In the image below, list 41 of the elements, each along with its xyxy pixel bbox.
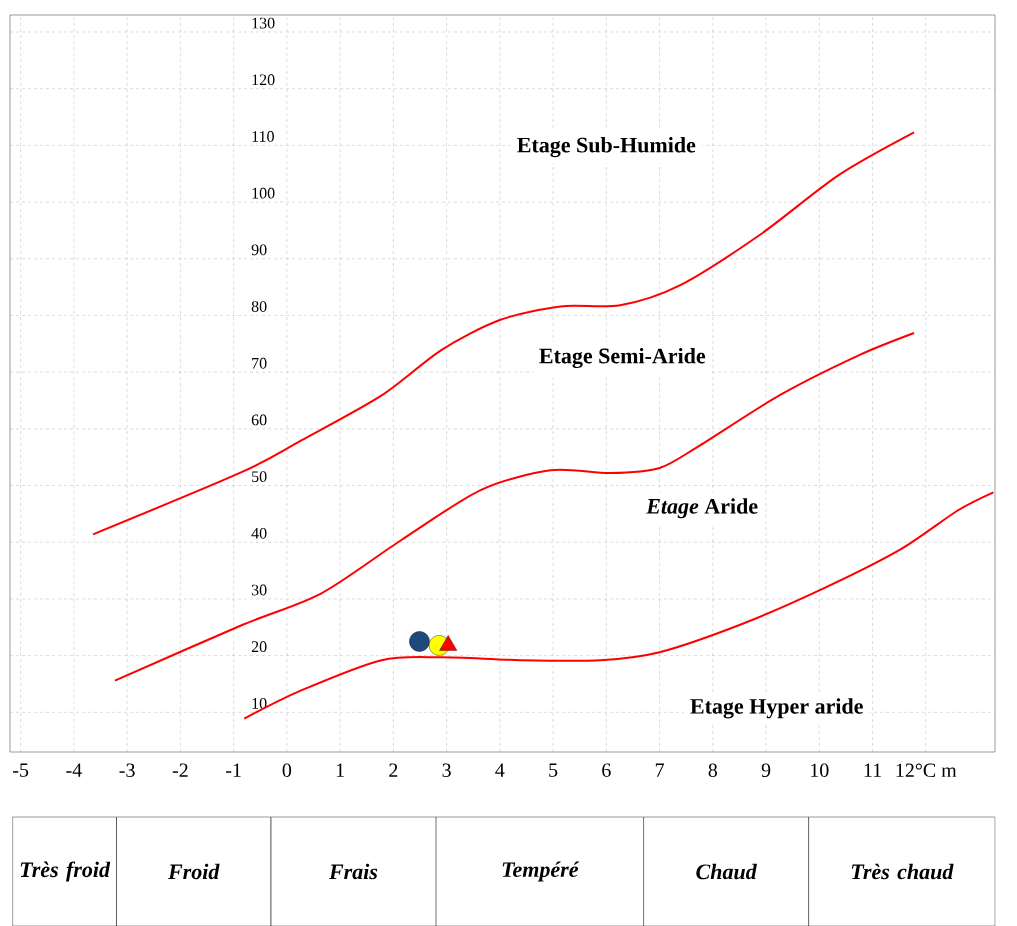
y-tick-label: 100: [252, 187, 275, 199]
text: Froid: [168, 863, 220, 880]
y-tick-label: 10: [252, 697, 267, 709]
x-tick-label: -5: [13, 763, 29, 777]
x-tick-label: -3: [119, 763, 135, 777]
y-tick-label: 130: [252, 17, 275, 29]
annotation: Etage Aride: [646, 498, 758, 519]
x-tick-label: 0: [282, 763, 292, 778]
x-tick-label: 9: [761, 763, 771, 777]
text: Tempéré: [502, 861, 580, 882]
x-tick-label: 11: [864, 763, 881, 777]
x-tick-label: 1: [336, 763, 344, 777]
x-tick-label: 2: [389, 763, 398, 777]
y-tick-label: 30: [251, 584, 267, 596]
y-tick-label: 50: [252, 471, 267, 483]
y-tick-label: 120: [252, 74, 275, 86]
x-tick-label: 8: [708, 763, 718, 778]
y-tick-label: 110: [252, 131, 274, 142]
y-tick-label: 20: [251, 641, 267, 653]
text: Chaud: [696, 863, 757, 880]
x-tick-label: -1: [226, 763, 241, 777]
x-tick-label: 5: [549, 763, 558, 777]
annotation: Etage Semi-Aride: [539, 347, 706, 369]
x-tick-label: 12°C m: [896, 763, 957, 778]
y-tick-label: 60: [251, 414, 267, 426]
y-tick-label: 90: [251, 244, 267, 256]
text: Très chaud: [851, 863, 954, 880]
text: Frais: [328, 863, 378, 880]
x-tick-label: -4: [66, 763, 82, 777]
x-tick-label: 6: [602, 763, 611, 777]
x-tick-label: 3: [442, 763, 451, 777]
x-tick-label: 7: [655, 763, 664, 777]
text: Très froid: [20, 861, 111, 882]
x-tick-label: -2: [172, 763, 188, 777]
y-tick-label: 80: [251, 301, 267, 312]
annotation: Etage Hyper aride: [690, 698, 863, 719]
y-tick-label: 70: [252, 357, 267, 369]
x-tick-label: 10: [811, 763, 829, 778]
x-tick-label: 4: [495, 763, 505, 777]
annotation: Etage Sub-Humide: [517, 137, 696, 158]
y-tick-label: 40: [251, 527, 267, 539]
